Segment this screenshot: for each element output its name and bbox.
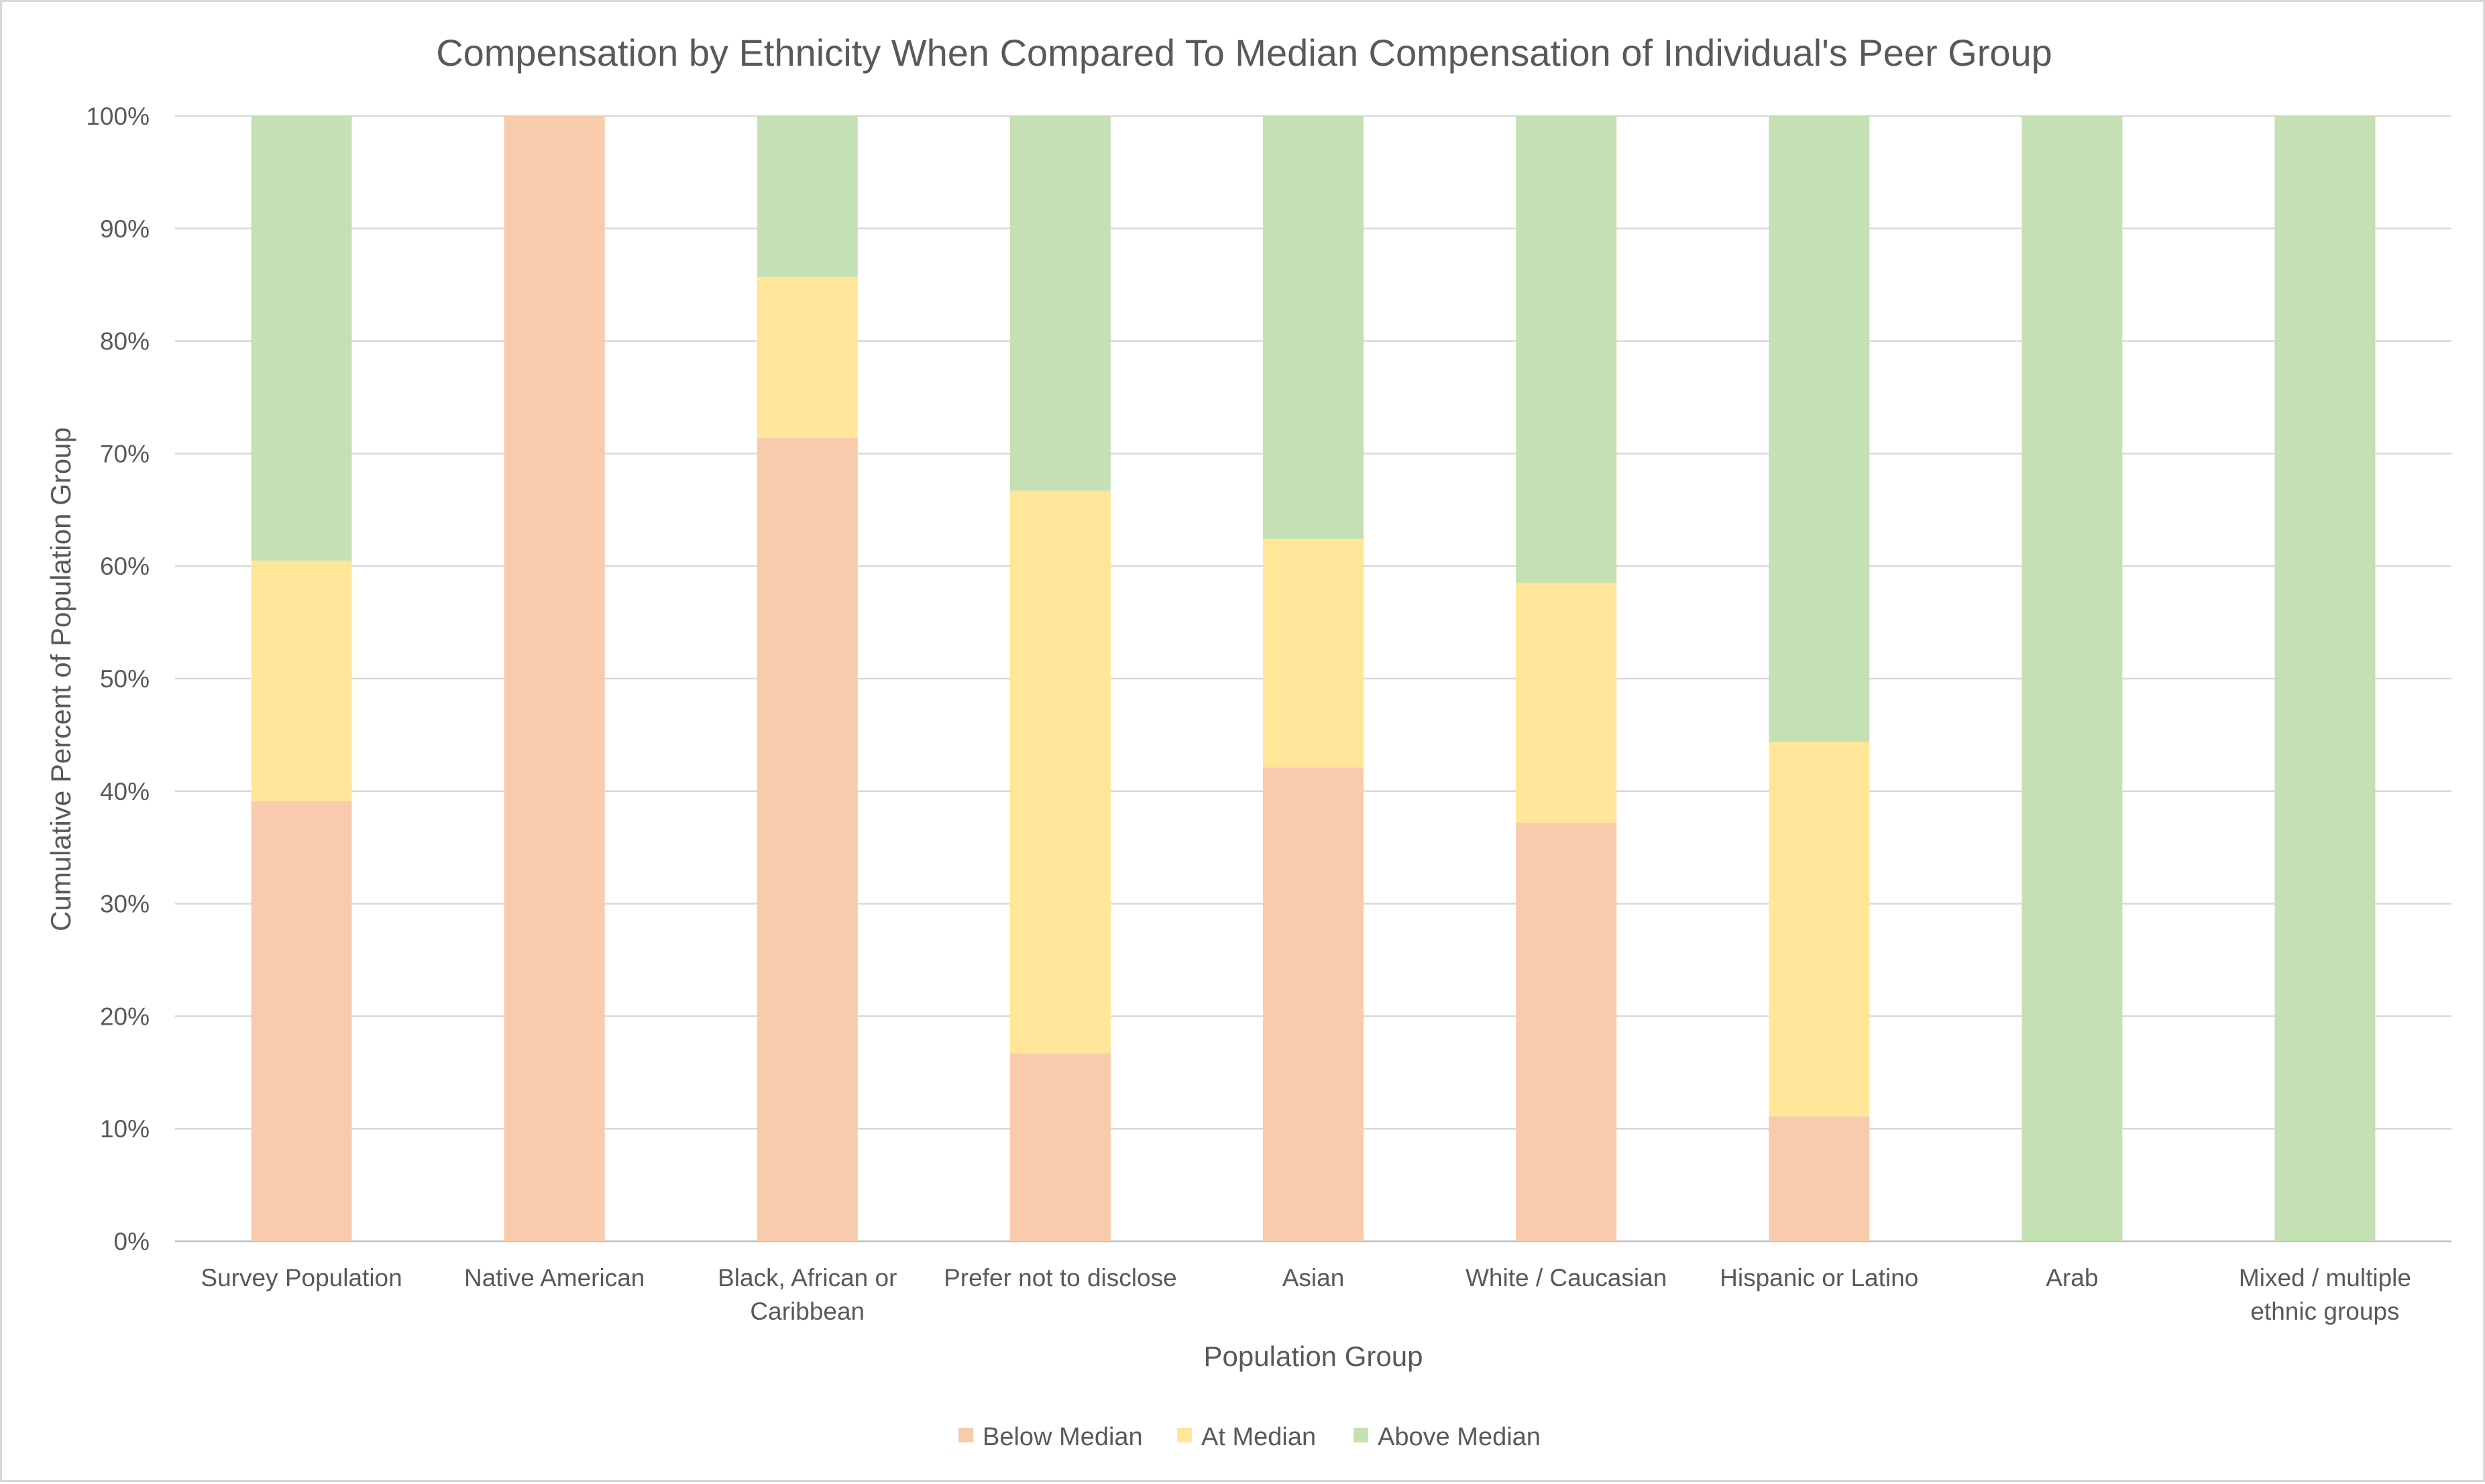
y-tick-label: 100% bbox=[86, 103, 150, 130]
y-tick-label: 10% bbox=[100, 1115, 150, 1143]
x-axis-ticks: Survey Population Native American Black, A… bbox=[201, 1264, 2411, 1325]
chart-title: Compensation by Ethnicity When Compared … bbox=[436, 32, 2052, 74]
bar-segment bbox=[1769, 116, 1870, 742]
y-tick-label: 20% bbox=[100, 1003, 150, 1030]
legend-swatch bbox=[1177, 1428, 1192, 1442]
bar-segment bbox=[1263, 767, 1364, 1241]
y-tick-label: 80% bbox=[100, 328, 150, 355]
x-axis-title: Population Group bbox=[1204, 1340, 1423, 1372]
x-tick-label: Prefer not to disclose bbox=[944, 1264, 1177, 1292]
legend: Below Median At Median Above Median bbox=[958, 1423, 1541, 1451]
bar-segment bbox=[504, 116, 605, 1241]
bar-segment bbox=[1516, 822, 1617, 1241]
bar-segment bbox=[1263, 538, 1364, 768]
y-tick-label: 90% bbox=[100, 215, 150, 243]
bar-segment bbox=[251, 560, 352, 801]
x-tick-label: Hispanic or Latino bbox=[1720, 1264, 1918, 1292]
legend-swatch bbox=[958, 1428, 973, 1442]
x-tick-label: Native American bbox=[464, 1264, 645, 1292]
x-tick-label: Black, African or Caribbean bbox=[718, 1264, 897, 1325]
bar-segment bbox=[1516, 116, 1617, 583]
bar-segment bbox=[1769, 741, 1870, 1117]
bar-segment bbox=[1769, 1116, 1870, 1241]
bar-segment bbox=[757, 116, 858, 277]
x-tick-label: Mixed / multiple ethnic groups bbox=[2239, 1264, 2411, 1325]
y-tick-label: 0% bbox=[114, 1228, 150, 1255]
bar-segment bbox=[251, 116, 352, 561]
legend-label: At Median bbox=[1201, 1423, 1316, 1451]
x-tick-label: Asian bbox=[1282, 1264, 1345, 1292]
y-tick-label: 50% bbox=[100, 665, 150, 693]
bar-segment bbox=[1263, 116, 1364, 539]
bar-segment bbox=[2274, 116, 2376, 1241]
x-tick-label: Survey Population bbox=[201, 1264, 402, 1292]
bars bbox=[251, 116, 2376, 1242]
bar-segment bbox=[757, 437, 858, 1242]
legend-label: Above Median bbox=[1378, 1423, 1541, 1451]
bar-segment bbox=[1516, 583, 1617, 823]
bar-segment bbox=[251, 801, 352, 1241]
y-tick-label: 40% bbox=[100, 778, 150, 805]
x-tick-label: White / Caucasian bbox=[1466, 1264, 1667, 1292]
bar-segment bbox=[1009, 1053, 1111, 1241]
legend-label: Below Median bbox=[983, 1423, 1143, 1451]
bar-segment bbox=[1009, 116, 1111, 491]
y-tick-label: 70% bbox=[100, 440, 150, 467]
y-tick-label: 30% bbox=[100, 891, 150, 918]
legend-swatch bbox=[1354, 1428, 1368, 1442]
y-axis-ticks: 0% 10% 20% 30% 40% 50% 60% 70% 80% 90% 100% bbox=[86, 103, 150, 1255]
bar-segment bbox=[757, 276, 858, 438]
y-tick-label: 60% bbox=[100, 553, 150, 580]
bar-segment bbox=[2022, 116, 2123, 1241]
x-tick-label: Arab bbox=[2046, 1264, 2098, 1292]
bar-segment bbox=[1009, 490, 1111, 1053]
y-axis-title: Cumulative Percent of Population Group bbox=[45, 427, 76, 931]
